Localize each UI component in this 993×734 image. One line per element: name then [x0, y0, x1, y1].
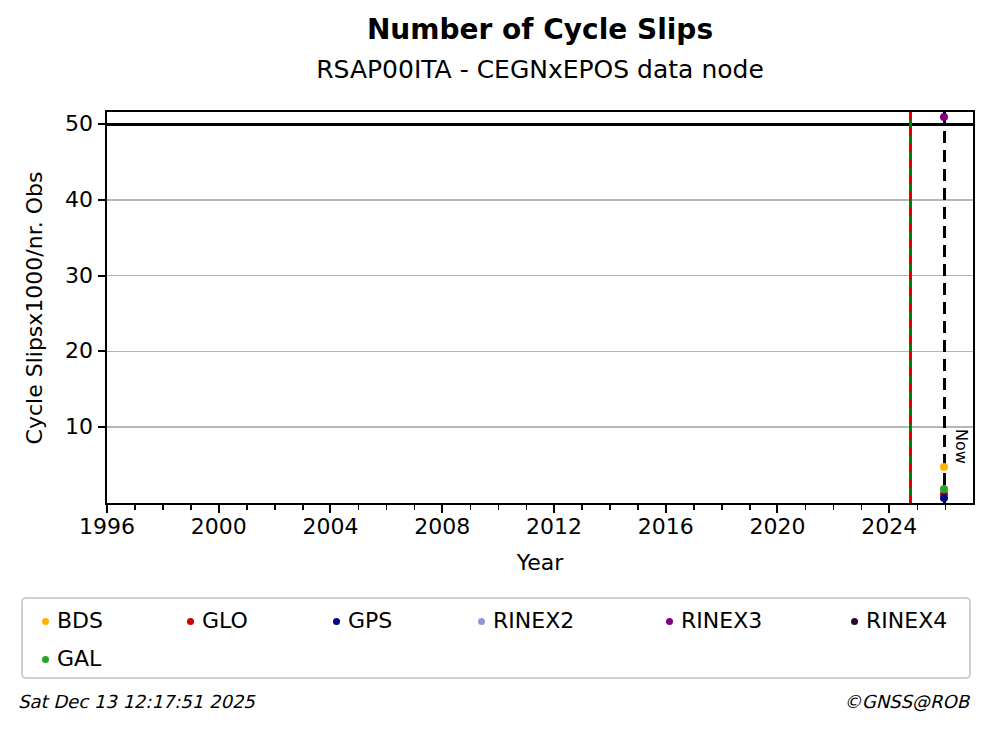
x-tick-label-2020: 2020	[732, 514, 822, 540]
legend-label-rinex3: RINEX3	[681, 607, 762, 635]
legend-label-gps: GPS	[348, 607, 392, 635]
x-axis-label: Year	[107, 550, 973, 575]
y-tick-label-40: 40	[29, 187, 93, 213]
x-tick-1996	[106, 505, 108, 513]
x-tick-2004	[329, 505, 331, 513]
y-tick-label-20: 20	[29, 338, 93, 364]
x-tick-label-1996: 1996	[62, 514, 152, 540]
x-minor-tick-2011	[526, 505, 528, 510]
gridline-y-30	[107, 275, 973, 277]
legend: BDS GLO GPS RINEX2 RINEX3 RINEX4 GAL	[21, 597, 971, 679]
y-tick-label-10: 10	[29, 414, 93, 440]
now-line	[943, 112, 946, 503]
legend-label-bds: BDS	[57, 607, 103, 635]
data-point-bds	[940, 463, 948, 471]
y-tick-20	[98, 350, 107, 352]
y-tick-40	[98, 199, 107, 201]
x-minor-tick-2007	[414, 505, 416, 510]
x-minor-tick-1997	[134, 505, 136, 510]
legend-marker-bds-icon	[42, 618, 49, 625]
x-minor-tick-2019	[749, 505, 751, 510]
x-tick-label-2008: 2008	[397, 514, 487, 540]
plot-timestamp: Sat Dec 13 12:17:51 2025	[18, 691, 255, 712]
legend-marker-rinex4-icon	[851, 618, 858, 625]
x-tick-2012	[553, 505, 555, 513]
threshold-line	[107, 123, 973, 126]
chart-canvas: Number of Cycle Slips RSAP00ITA - CEGNxE…	[0, 0, 993, 734]
y-tick-label-30: 30	[29, 263, 93, 289]
y-tick-50	[98, 123, 107, 125]
x-minor-tick-2023	[861, 505, 863, 510]
data-point-gps	[940, 494, 948, 502]
x-tick-2016	[665, 505, 667, 513]
x-tick-label-2000: 2000	[174, 514, 264, 540]
legend-marker-gps-icon	[333, 618, 340, 625]
gridline-y-40	[107, 199, 973, 201]
y-tick-30	[98, 275, 107, 277]
legend-label-rinex4: RINEX4	[866, 607, 947, 635]
x-tick-label-2024: 2024	[844, 514, 934, 540]
y-tick-10	[98, 426, 107, 428]
x-tick-label-2012: 2012	[509, 514, 599, 540]
chart-title: Number of Cycle Slips	[107, 13, 973, 46]
x-minor-tick-2001	[246, 505, 248, 510]
gridline-y-10	[107, 426, 973, 428]
now-annotation: Now	[951, 429, 971, 464]
x-minor-tick-2013	[581, 505, 583, 510]
x-minor-tick-1999	[190, 505, 192, 510]
legend-label-gal: GAL	[57, 645, 101, 673]
x-tick-2008	[441, 505, 443, 513]
x-minor-tick-2010	[498, 505, 500, 510]
x-tick-label-2016: 2016	[621, 514, 711, 540]
x-minor-tick-2002	[274, 505, 276, 510]
legend-marker-glo-icon	[187, 618, 194, 625]
legend-marker-rinex2-icon	[478, 618, 485, 625]
plot-area	[105, 110, 975, 505]
chart-subtitle: RSAP00ITA - CEGNxEPOS data node	[107, 55, 973, 84]
x-minor-tick-1998	[162, 505, 164, 510]
gridline-y-20	[107, 351, 973, 353]
x-minor-tick-2006	[386, 505, 388, 510]
copyright: ©GNSS@ROB	[844, 691, 969, 712]
x-tick-2020	[776, 505, 778, 513]
x-minor-tick-2025	[917, 505, 919, 510]
x-minor-tick-2022	[833, 505, 835, 510]
legend-marker-gal-icon	[42, 656, 49, 663]
x-minor-tick-2003	[302, 505, 304, 510]
x-minor-tick-2005	[358, 505, 360, 510]
legend-label-glo: GLO	[202, 607, 248, 635]
x-tick-label-2004: 2004	[285, 514, 375, 540]
legend-marker-rinex3-icon	[666, 618, 673, 625]
data-point-rinex3	[940, 113, 948, 121]
x-minor-tick-2009	[470, 505, 472, 510]
event-line	[909, 112, 912, 503]
x-minor-tick-2014	[609, 505, 611, 510]
x-tick-2000	[218, 505, 220, 513]
x-minor-tick-2021	[805, 505, 807, 510]
x-minor-tick-2015	[637, 505, 639, 510]
x-tick-2024	[888, 505, 890, 513]
x-minor-tick-2026	[945, 505, 947, 510]
x-minor-tick-2018	[721, 505, 723, 510]
y-tick-label-50: 50	[29, 111, 93, 137]
legend-label-rinex2: RINEX2	[493, 607, 574, 635]
x-minor-tick-2017	[693, 505, 695, 510]
